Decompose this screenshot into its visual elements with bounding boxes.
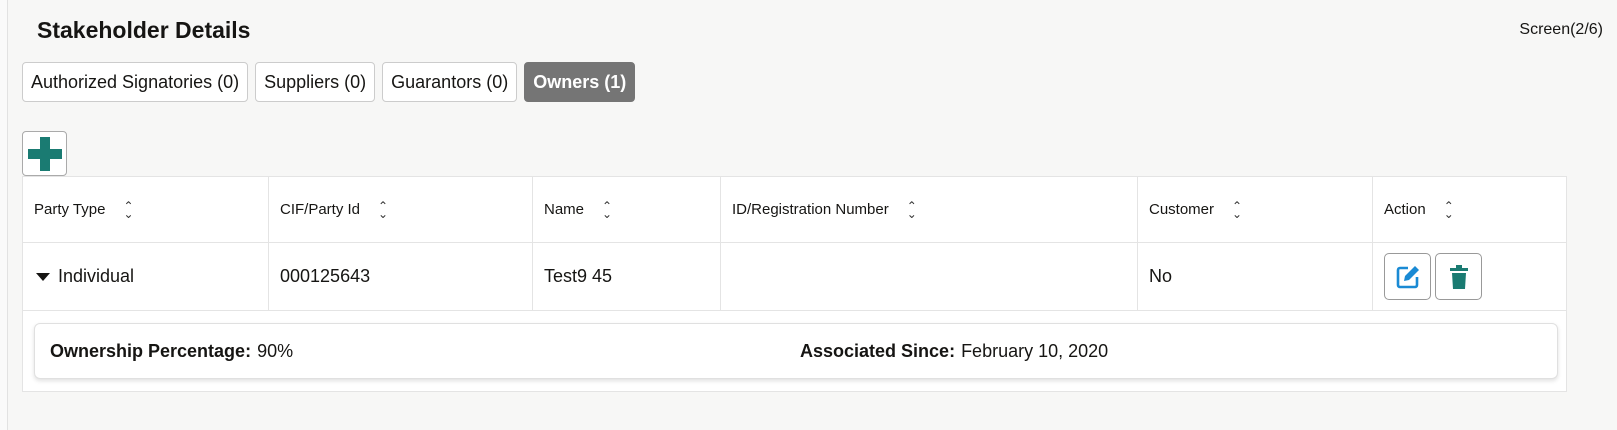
column-header-party-type[interactable]: Party Type ⌃ ⌄	[23, 177, 269, 242]
column-header-name[interactable]: Name ⌃ ⌄	[533, 177, 721, 242]
tab-owners[interactable]: Owners (1)	[524, 62, 636, 102]
page-title: Stakeholder Details	[37, 17, 251, 43]
associated-since-value: February 10, 2020	[961, 341, 1109, 361]
screen-indicator: Screen(2/6)	[1519, 21, 1603, 38]
sort-icon[interactable]: ⌃ ⌄	[906, 198, 917, 221]
sort-icon[interactable]: ⌃ ⌄	[378, 198, 389, 221]
edit-icon	[1396, 265, 1419, 288]
expand-caret-icon[interactable]	[36, 272, 50, 281]
sort-icon[interactable]: ⌃ ⌄	[1232, 198, 1243, 221]
table-header: Party Type ⌃ ⌄ CIF/Party Id ⌃ ⌄ Name ⌃ ⌄ ID/Re…	[23, 177, 1566, 243]
column-header-customer[interactable]: Customer ⌃ ⌄	[1138, 177, 1373, 242]
sort-icon[interactable]: ⌃ ⌄	[123, 198, 134, 221]
ownership-label: Ownership Percentage:	[50, 341, 252, 361]
associated-since-label: Associated Since:	[800, 341, 956, 361]
column-header-id-registration[interactable]: ID/Registration Number ⌃ ⌄	[721, 177, 1138, 242]
stakeholder-tabs: Authorized Signatories (0) Suppliers (0)…	[22, 62, 636, 102]
owners-table: Party Type ⌃ ⌄ CIF/Party Id ⌃ ⌄ Name ⌃ ⌄ ID/Re…	[22, 176, 1567, 392]
sort-icon[interactable]: ⌃ ⌄	[1443, 198, 1454, 221]
tab-guarantors[interactable]: Guarantors (0)	[382, 62, 518, 102]
trash-icon	[1449, 264, 1468, 289]
edit-button[interactable]	[1384, 253, 1431, 300]
column-header-cif[interactable]: CIF/Party Id ⌃ ⌄	[269, 177, 533, 242]
sort-icon[interactable]: ⌃ ⌄	[602, 198, 613, 221]
table-row: Individual 000125643 Test9 45 No	[23, 243, 1566, 311]
tab-authorized-signatories[interactable]: Authorized Signatories (0)	[22, 62, 249, 102]
row-detail-panel: Ownership Percentage: 90% Associated Sinc…	[34, 323, 1558, 379]
add-button[interactable]	[22, 131, 67, 176]
side-scrollbar[interactable]	[0, 0, 8, 430]
ownership-value: 90%	[257, 341, 294, 361]
column-header-action[interactable]: Action ⌃ ⌄	[1384, 198, 1454, 221]
delete-button[interactable]	[1435, 253, 1482, 300]
plus-icon	[27, 136, 62, 171]
tab-suppliers[interactable]: Suppliers (0)	[255, 62, 376, 102]
